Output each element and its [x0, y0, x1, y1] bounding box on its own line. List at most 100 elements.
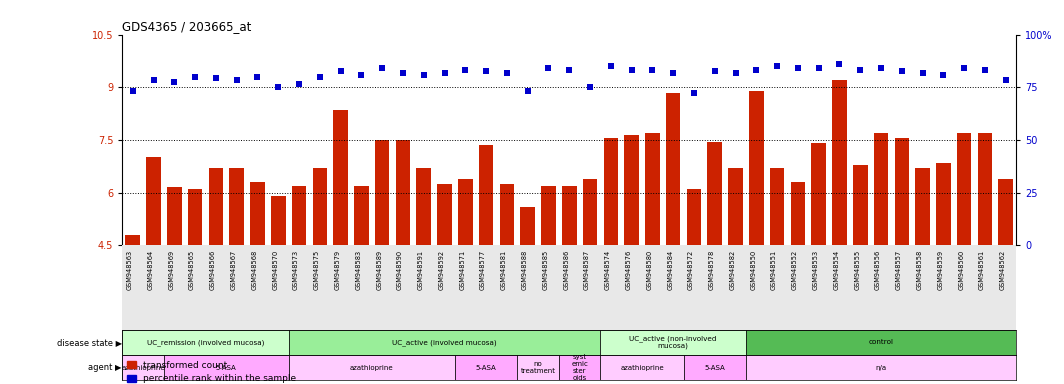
Text: GSM948573: GSM948573	[293, 250, 299, 290]
Point	[539, 65, 556, 71]
Point	[894, 68, 911, 74]
Bar	[437, 184, 452, 245]
Point	[997, 77, 1014, 83]
Point	[353, 72, 370, 78]
Point	[456, 66, 473, 73]
Bar	[500, 184, 514, 245]
Text: GSM948576: GSM948576	[626, 250, 632, 290]
Text: GSM948583: GSM948583	[355, 250, 362, 290]
Text: GSM948560: GSM948560	[959, 250, 964, 290]
Text: GSM948577: GSM948577	[480, 250, 486, 290]
Bar	[895, 138, 909, 245]
Point	[914, 70, 931, 76]
Bar	[683, 355, 746, 380]
Bar	[288, 329, 600, 355]
Bar	[288, 355, 455, 380]
Bar	[562, 185, 577, 245]
Bar	[749, 91, 764, 245]
Text: GSM948566: GSM948566	[210, 250, 216, 290]
Text: GSM948591: GSM948591	[418, 250, 423, 290]
Bar	[333, 110, 348, 245]
Bar	[559, 355, 600, 380]
Bar	[188, 189, 202, 245]
Point	[228, 77, 245, 83]
Bar	[167, 187, 182, 245]
Text: GSM948587: GSM948587	[584, 250, 591, 290]
Text: n/a: n/a	[876, 364, 886, 371]
Text: GSM948575: GSM948575	[314, 250, 320, 290]
Text: GSM948562: GSM948562	[1000, 250, 1005, 290]
Bar	[708, 142, 722, 245]
Bar	[354, 185, 368, 245]
Text: GSM948555: GSM948555	[854, 250, 860, 290]
Point	[207, 75, 225, 81]
Bar	[812, 144, 826, 245]
Point	[851, 66, 868, 73]
Text: azathioprine: azathioprine	[620, 364, 664, 371]
Point	[166, 79, 183, 85]
Text: control: control	[868, 339, 894, 345]
Point	[312, 74, 329, 80]
Point	[644, 66, 661, 73]
Text: GSM948571: GSM948571	[460, 250, 465, 290]
Point	[415, 72, 432, 78]
Point	[768, 63, 785, 69]
Bar	[230, 168, 244, 245]
Text: GSM948561: GSM948561	[979, 250, 985, 290]
Bar	[164, 355, 288, 380]
Text: GSM948584: GSM948584	[667, 250, 674, 290]
Bar	[542, 185, 555, 245]
Bar	[998, 179, 1013, 245]
Bar	[520, 207, 535, 245]
Text: no
treatment: no treatment	[520, 361, 555, 374]
Point	[810, 65, 827, 71]
Bar	[122, 355, 164, 380]
Point	[789, 65, 807, 71]
Bar	[458, 179, 472, 245]
Legend: transformed count, percentile rank within the sample: transformed count, percentile rank withi…	[127, 361, 296, 383]
Text: GSM948580: GSM948580	[647, 250, 652, 290]
Bar	[517, 355, 559, 380]
Point	[748, 66, 765, 73]
Point	[478, 68, 495, 74]
Text: GSM948552: GSM948552	[792, 250, 798, 290]
Text: GSM948550: GSM948550	[750, 250, 757, 290]
Point	[955, 65, 972, 71]
Point	[727, 70, 744, 76]
Text: 5-ASA: 5-ASA	[476, 364, 497, 371]
Text: GSM948574: GSM948574	[604, 250, 611, 290]
Point	[395, 70, 412, 76]
Bar	[728, 168, 743, 245]
Point	[519, 88, 536, 94]
Point	[436, 70, 453, 76]
Point	[186, 74, 203, 80]
Text: GSM948559: GSM948559	[937, 250, 944, 290]
Text: azathioprine: azathioprine	[350, 364, 394, 371]
Point	[270, 84, 287, 90]
Text: GSM948579: GSM948579	[334, 250, 340, 290]
Bar	[209, 168, 223, 245]
Point	[332, 68, 349, 74]
Bar	[853, 164, 867, 245]
Text: UC_active (involved mucosa): UC_active (involved mucosa)	[393, 339, 497, 346]
Bar	[832, 80, 847, 245]
Text: azathioprine: azathioprine	[121, 364, 165, 371]
Point	[685, 89, 702, 96]
Bar	[250, 182, 265, 245]
Text: GSM948568: GSM948568	[251, 250, 257, 290]
Bar	[416, 168, 431, 245]
Bar	[746, 329, 1016, 355]
Bar	[583, 179, 597, 245]
Point	[665, 70, 682, 76]
Text: GSM948567: GSM948567	[231, 250, 236, 290]
Bar	[915, 168, 930, 245]
Bar	[375, 140, 389, 245]
Text: GSM948578: GSM948578	[709, 250, 715, 290]
Text: agent ▶: agent ▶	[88, 363, 122, 372]
Bar	[122, 329, 288, 355]
Bar	[625, 135, 638, 245]
Bar	[455, 355, 517, 380]
Text: disease state ▶: disease state ▶	[56, 338, 122, 347]
Text: GSM948588: GSM948588	[521, 250, 528, 290]
Bar	[957, 133, 971, 245]
